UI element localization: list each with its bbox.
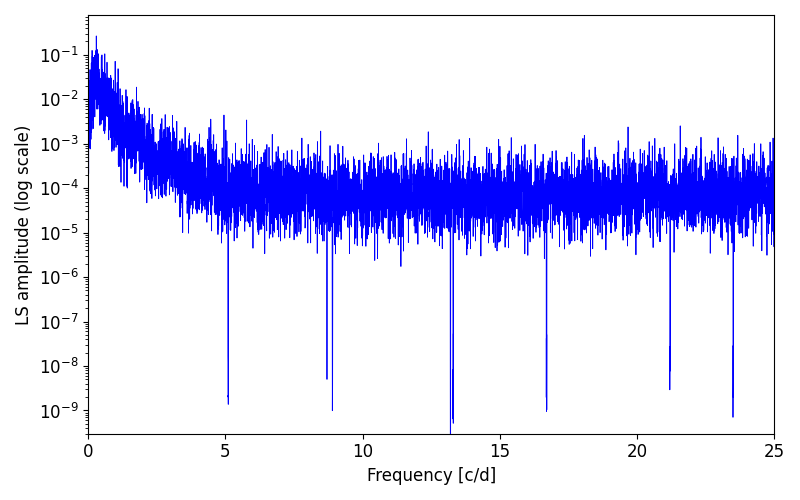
- X-axis label: Frequency [c/d]: Frequency [c/d]: [366, 467, 496, 485]
- Y-axis label: LS amplitude (log scale): LS amplitude (log scale): [15, 124, 33, 324]
